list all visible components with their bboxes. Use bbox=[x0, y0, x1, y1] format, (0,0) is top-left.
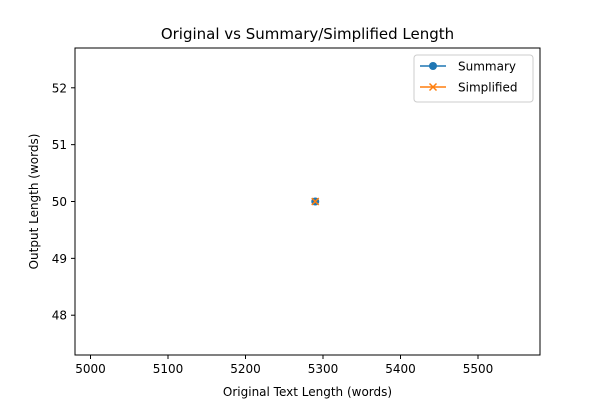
legend-label-simplified: Simplified bbox=[458, 81, 517, 95]
series-layer bbox=[311, 197, 320, 206]
x-tick-label-0: 5000 bbox=[75, 362, 106, 376]
legend-entry-summary: Summary bbox=[420, 60, 516, 74]
y-tick-label-3: 51 bbox=[52, 138, 67, 152]
y-tick-label-4: 52 bbox=[52, 81, 67, 95]
x-tick-label-5: 5500 bbox=[463, 362, 494, 376]
y-tick-label-0: 48 bbox=[52, 309, 67, 323]
x-tick-label-3: 5300 bbox=[308, 362, 339, 376]
chart-title: Original vs Summary/Simplified Length bbox=[161, 25, 454, 43]
x-tick-label-1: 5100 bbox=[153, 362, 184, 376]
y-tick-label-2: 50 bbox=[52, 195, 67, 209]
legend-label-summary: Summary bbox=[458, 60, 516, 74]
data-point-simplified-0 bbox=[311, 197, 320, 206]
legend-marker-summary bbox=[429, 62, 437, 70]
x-axis-ticks: 5000 5100 5200 5300 5400 5500 bbox=[75, 355, 493, 376]
legend: Summary Simplified bbox=[413, 54, 534, 103]
y-axis-label: Output Length (words) bbox=[27, 134, 41, 270]
legend-marker-simplified bbox=[428, 82, 438, 92]
y-tick-label-1: 49 bbox=[52, 252, 67, 266]
y-axis-ticks: 48 49 50 51 52 bbox=[52, 81, 75, 323]
x-tick-label-4: 5400 bbox=[385, 362, 416, 376]
x-axis-label: Original Text Length (words) bbox=[223, 385, 392, 399]
x-tick-label-2: 5200 bbox=[230, 362, 261, 376]
legend-entry-simplified: Simplified bbox=[420, 81, 517, 95]
